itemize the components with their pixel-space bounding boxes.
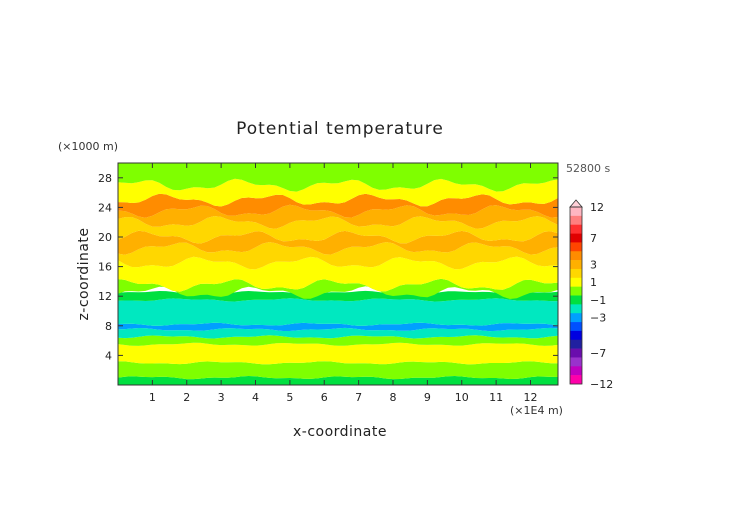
colorbar-band xyxy=(570,357,582,367)
y-unit-label: (×1000 m) xyxy=(58,140,118,153)
heatmap-layer xyxy=(118,242,558,270)
heatmap-layer xyxy=(118,256,558,292)
x-tick-label: 2 xyxy=(183,391,190,404)
heatmap-layer xyxy=(118,193,558,218)
colorbar: 12 7 3 1 −1 −3 −7 −12 xyxy=(569,199,613,391)
colorbar-label: 12 xyxy=(590,201,604,214)
x-tick-label: 5 xyxy=(286,391,293,404)
heatmap-layer xyxy=(118,163,558,192)
x-tick-label: 3 xyxy=(218,391,225,404)
y-tick-label: 12 xyxy=(98,290,112,303)
colorbar-band xyxy=(570,295,582,305)
colorbar-band xyxy=(570,330,582,341)
colorbar-label: −7 xyxy=(590,347,606,360)
heatmap-layer xyxy=(118,335,558,346)
y-axis: 4 8 12 16 20 24 28 xyxy=(98,172,558,362)
chart-title: Potential temperature xyxy=(236,119,444,139)
colorbar-band xyxy=(570,348,582,358)
colorbar-band xyxy=(570,268,582,279)
y-tick-label: 8 xyxy=(105,320,112,333)
x-unit-label: (×1E4 m) xyxy=(510,404,563,417)
colorbar-band xyxy=(570,233,582,243)
time-label: 52800 s xyxy=(566,162,610,175)
colorbar-band xyxy=(570,313,582,323)
y-axis-title: z-coordinate xyxy=(76,227,92,320)
heatmap-layer xyxy=(118,342,558,365)
x-tick-label: 6 xyxy=(321,391,328,404)
heatmap-layer xyxy=(118,216,558,244)
colorbar-band xyxy=(570,375,582,385)
heatmap-layer xyxy=(118,298,558,326)
x-tick-label: 9 xyxy=(424,391,431,404)
colorbar-band xyxy=(570,339,582,349)
heatmap-layer xyxy=(118,230,558,255)
colorbar-label: 1 xyxy=(590,276,597,289)
colorbar-band xyxy=(570,207,582,217)
x-tick-label: 12 xyxy=(524,391,538,404)
colorbar-band xyxy=(570,224,582,234)
heatmap-layer xyxy=(118,204,558,229)
heatmap-field xyxy=(118,163,558,385)
x-axis: 1 2 3 4 5 6 7 8 9 10 11 12 xyxy=(149,163,538,404)
y-tick-label: 4 xyxy=(105,349,112,362)
colorbar-band xyxy=(570,286,582,296)
y-tick-label: 28 xyxy=(98,172,112,185)
heatmap-layer xyxy=(118,322,558,332)
x-tick-label: 11 xyxy=(489,391,503,404)
colorbar-band xyxy=(570,277,582,287)
colorbar-label: −1 xyxy=(590,294,606,307)
colorbar-band xyxy=(570,260,582,270)
heatmap-layer xyxy=(118,361,558,380)
y-tick-label: 24 xyxy=(98,201,112,214)
plot-frame xyxy=(117,162,559,386)
colorbar-band xyxy=(570,322,582,332)
heatmap-layer xyxy=(118,278,558,299)
x-tick-label: 8 xyxy=(390,391,397,404)
heatmap-layer xyxy=(118,178,558,207)
colorbar-frame xyxy=(569,206,583,385)
colorbar-band xyxy=(570,242,582,252)
x-tick-label: 7 xyxy=(355,391,362,404)
colorbar-arrow xyxy=(569,199,583,208)
heatmap-layer xyxy=(118,376,558,385)
colorbar-label: −3 xyxy=(590,312,606,325)
colorbar-band xyxy=(570,251,582,261)
colorbar-label: −12 xyxy=(590,378,613,391)
x-tick-label: 1 xyxy=(149,391,156,404)
x-tick-label: 4 xyxy=(252,391,259,404)
colorbar-band xyxy=(570,366,582,376)
y-tick-label: 20 xyxy=(98,231,112,244)
colorbar-label: 7 xyxy=(590,232,597,245)
heatmap-layer xyxy=(118,327,558,339)
x-axis-title: x-coordinate xyxy=(293,424,387,440)
x-tick-label: 10 xyxy=(455,391,469,404)
colorbar-band xyxy=(570,304,582,314)
colorbar-label: 3 xyxy=(590,259,597,272)
colorbar-band xyxy=(570,215,582,225)
y-tick-label: 16 xyxy=(98,261,112,274)
